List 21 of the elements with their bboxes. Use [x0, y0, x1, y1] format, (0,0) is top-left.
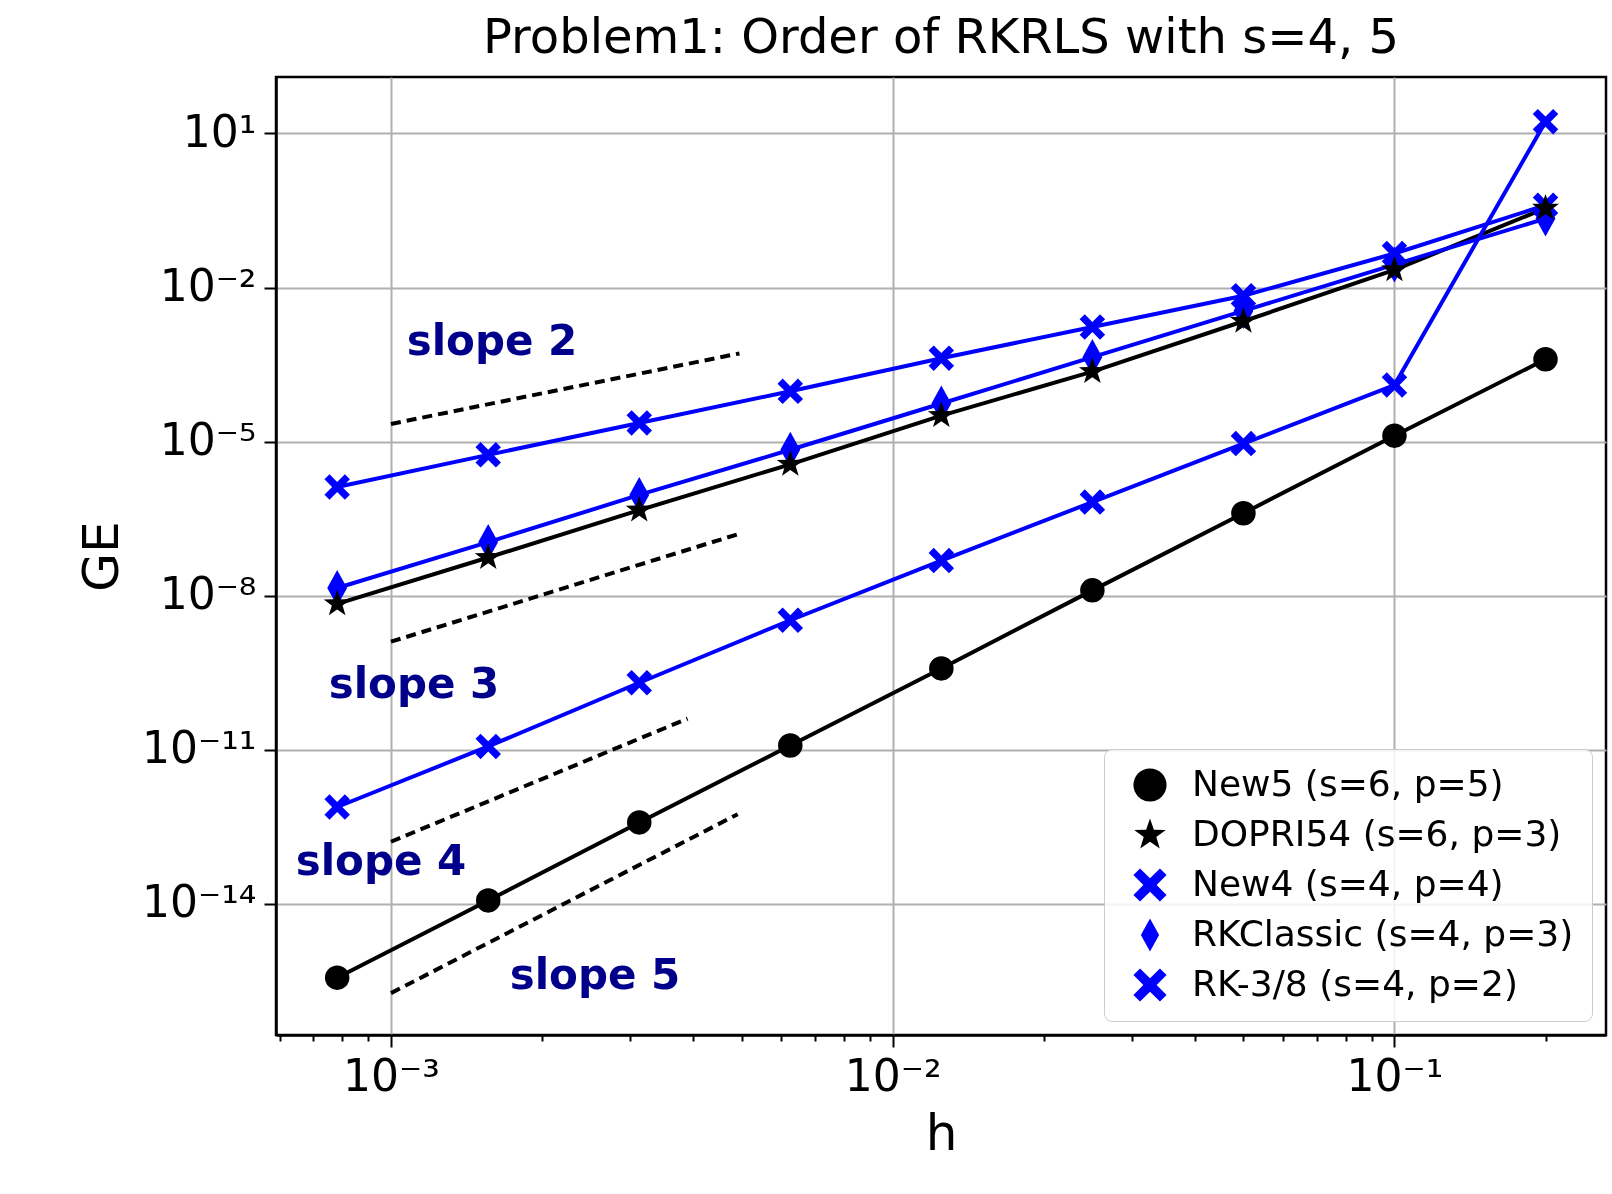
- annotation: slope 2: [406, 315, 578, 365]
- x-tick-label: 10⁻²: [844, 1049, 942, 1101]
- x-axis-title: h: [925, 1103, 958, 1162]
- legend-label: New4 (s=4, p=4): [1192, 863, 1504, 904]
- annotation: slope 4: [295, 835, 467, 885]
- legend-label: New5 (s=6, p=5): [1192, 763, 1504, 804]
- y-tick-label: 10⁻²: [159, 260, 257, 311]
- legend-label: DOPRI54 (s=6, p=3): [1192, 813, 1562, 854]
- annotation: slope 3: [328, 658, 500, 708]
- y-tick-label: 10⁻¹⁴: [142, 876, 257, 928]
- y-tick-label: 10⁻⁵: [159, 414, 257, 466]
- y-tick-label: 10¹: [182, 105, 257, 157]
- x-tick-label: 10⁻¹: [1346, 1049, 1444, 1101]
- legend-label: RK-3/8 (s=4, p=2): [1192, 963, 1518, 1004]
- x-tick-label: 10⁻³: [343, 1049, 440, 1101]
- y-axis-title: GE: [72, 521, 131, 592]
- chart-title: Problem1: Order of RKRLS with s=4, 5: [483, 8, 1399, 64]
- y-tick-label: 10⁻⁸: [159, 568, 257, 620]
- annotation: slope 5: [509, 950, 681, 1000]
- legend-label: RKClassic (s=4, p=3): [1192, 913, 1574, 954]
- y-tick-label: 10⁻¹¹: [142, 722, 257, 774]
